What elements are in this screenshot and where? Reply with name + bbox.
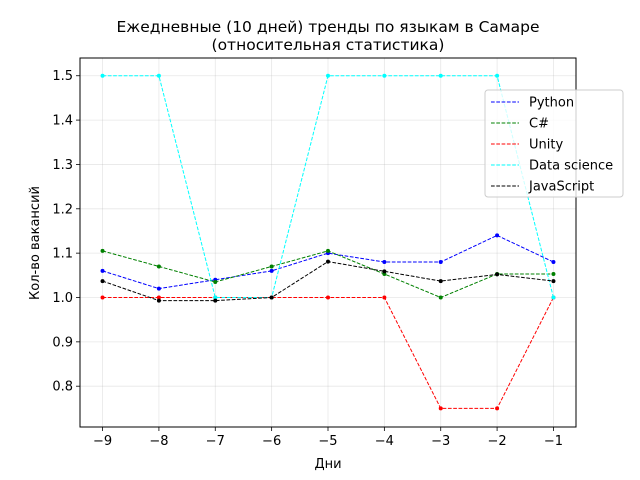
series-javascript	[100, 259, 556, 303]
x-axis: −9 −8 −7 −6 −5 −4 −3 −2 −1	[93, 427, 563, 449]
x-tick-label: −8	[149, 434, 168, 449]
data-point-data-science	[382, 73, 387, 78]
data-point-c	[551, 271, 556, 276]
series-unity	[100, 295, 556, 411]
y-axis-label: Кол-во вакансий	[28, 186, 43, 300]
y-tick-label: 0.9	[52, 335, 73, 350]
data-point-c	[438, 295, 443, 300]
data-point-python	[495, 233, 500, 238]
data-point-javascript	[269, 295, 274, 300]
y-tick-label: 1.2	[52, 202, 73, 217]
x-tick-label: −1	[544, 434, 563, 449]
data-point-javascript	[156, 298, 161, 303]
series-lines	[100, 73, 556, 411]
data-point-c	[156, 264, 161, 269]
legend-box	[484, 89, 624, 198]
legend-label: Data science	[529, 159, 613, 174]
data-point-python	[100, 268, 105, 273]
data-point-data-science	[438, 73, 443, 78]
legend-label: JavaScript	[528, 180, 594, 195]
y-tick-label: 1.1	[52, 247, 73, 262]
data-point-python	[156, 286, 161, 291]
y-tick-label: 1.4	[52, 114, 73, 129]
data-point-c	[213, 279, 218, 284]
data-point-unity	[326, 295, 330, 300]
x-tick-label: −6	[262, 434, 281, 449]
chart-title: Ежедневные (10 дней) тренды по языкам в …	[117, 18, 540, 36]
data-point-javascript	[100, 279, 105, 284]
data-point-python	[382, 260, 387, 265]
data-point-data-science	[326, 73, 330, 78]
y-tick-label: 1.3	[52, 158, 73, 173]
legend-label: Python	[529, 96, 574, 111]
legend: Python C# Unity Data science JavaScript	[484, 89, 624, 198]
data-point-javascript	[213, 298, 218, 303]
data-point-unity	[438, 406, 443, 411]
data-point-c	[100, 248, 105, 253]
data-point-unity	[100, 295, 105, 300]
legend-label: C#	[529, 117, 549, 132]
y-tick-label: 1.0	[52, 291, 73, 306]
data-point-javascript	[495, 272, 500, 277]
x-tick-label: −4	[375, 434, 394, 449]
series-line-python	[102, 234, 554, 290]
data-point-javascript	[382, 269, 387, 274]
x-axis-label: Дни	[314, 457, 341, 472]
y-tick-label: 0.8	[52, 380, 73, 395]
x-tick-label: −3	[431, 434, 450, 449]
data-point-data-science	[213, 295, 218, 300]
legend-label: Unity	[529, 138, 563, 153]
data-point-c	[326, 248, 330, 253]
x-tick-label: −2	[488, 434, 507, 449]
y-axis: 0.8 0.9 1.0 1.1 1.2 1.3 1.4 1.5	[52, 69, 80, 395]
data-point-data-science	[551, 295, 556, 300]
data-point-unity	[495, 406, 500, 411]
data-point-javascript	[326, 259, 330, 264]
data-point-javascript	[438, 279, 443, 284]
data-point-unity	[382, 295, 387, 300]
data-point-python	[551, 260, 556, 265]
x-tick-label: −5	[318, 434, 337, 449]
data-point-python	[269, 268, 274, 273]
y-tick-label: 1.5	[52, 69, 73, 84]
data-point-unity	[156, 295, 161, 300]
data-point-data-science	[100, 73, 105, 78]
data-point-data-science	[495, 73, 500, 78]
x-tick-label: −9	[93, 434, 112, 449]
x-tick-label: −7	[206, 434, 225, 449]
data-point-javascript	[551, 279, 556, 284]
data-point-c	[269, 264, 274, 269]
chart-subtitle: (относительная статистика)	[212, 36, 445, 54]
data-point-python	[438, 260, 443, 265]
data-point-data-science	[156, 73, 161, 78]
